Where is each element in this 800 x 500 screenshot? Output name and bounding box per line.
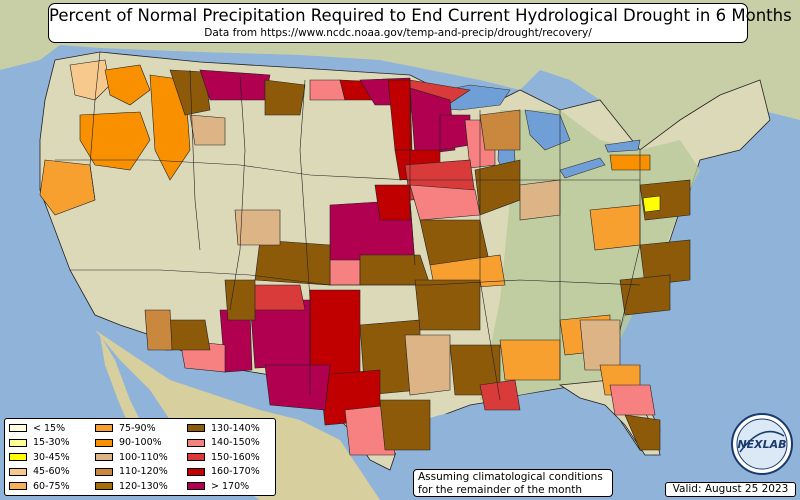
region-mo-north (409, 184, 481, 221)
legend-swatch (187, 438, 205, 447)
legend-item: 130-140% (187, 422, 260, 434)
region-pa-south (609, 154, 651, 171)
legend-label: 110-120% (119, 466, 168, 477)
legend-item: 15-30% (9, 437, 70, 449)
legend-swatch (95, 424, 113, 432)
legend-swatch (187, 482, 205, 490)
legend-swatch (95, 467, 113, 476)
legend-swatch (9, 453, 27, 461)
region-ms-al (499, 339, 561, 381)
region-wy (189, 114, 226, 146)
legend-label: 140-150% (211, 437, 260, 448)
legend-swatch (95, 438, 113, 447)
legend-item: 60-75% (9, 480, 70, 492)
lake-erie (559, 157, 606, 179)
legend-swatch (9, 438, 27, 447)
region-nc (639, 239, 691, 286)
svg-text:NEXLAB: NEXLAB (737, 438, 786, 451)
legend-label: < 15% (33, 422, 66, 434)
legend-label: 75-90% (119, 422, 156, 434)
legend-item: 110-120% (95, 466, 168, 478)
legend-label: 130-140% (211, 422, 260, 434)
title-box: Percent of Normal Precipitation Required… (48, 3, 792, 43)
page-subtitle: Data from https://www.ncdc.noaa.gov/temp… (204, 27, 592, 39)
legend-swatch (187, 424, 205, 432)
region-ks-west (329, 259, 361, 286)
lake-huron (524, 109, 571, 151)
region-ne-center (374, 184, 411, 221)
nexlab-logo: NEXLAB (731, 413, 793, 475)
legend-swatch (187, 453, 205, 461)
logo-lab: LAB (763, 438, 787, 451)
region-mt-north (199, 69, 271, 101)
legend-label: 120-130% (119, 480, 168, 492)
assumption-note: Assuming climatological conditions for t… (413, 469, 613, 497)
boundary-lines (55, 51, 641, 401)
legend-label: 160-170% (211, 466, 260, 477)
region-fl-center (609, 384, 656, 416)
legend-label: 150-160% (211, 451, 260, 463)
legend-label: 100-110% (119, 451, 168, 463)
region-fl-south (624, 414, 661, 451)
region-co (254, 239, 331, 286)
lake-ontario (604, 139, 641, 153)
legend-swatch (95, 482, 113, 490)
legend-swatch (9, 467, 27, 476)
valid-date: Valid: August 25 2023 (672, 483, 789, 495)
region-wa-east (104, 64, 151, 106)
east-green (480, 110, 700, 400)
region-mt-east (264, 79, 306, 116)
legend-swatch (95, 453, 113, 461)
legend-item: 150-160% (187, 451, 260, 463)
note-line-1: Assuming climatological conditions (418, 471, 603, 483)
legend-item: < 15% (9, 422, 65, 434)
region-mi-low (479, 109, 521, 151)
region-ar (404, 334, 451, 396)
legend-label: 30-45% (33, 451, 70, 463)
legend-label: 15-30% (33, 437, 70, 448)
legend-label: > 170% (211, 480, 250, 492)
region-ca-north (39, 159, 96, 216)
note-line-2: for the remainder of the month (418, 484, 583, 496)
region-la-south (479, 379, 521, 411)
region-tx-coast (379, 399, 431, 451)
legend-item: > 170% (187, 480, 249, 492)
legend-item: 75-90% (95, 422, 156, 434)
logo-nex: NEX (737, 438, 763, 451)
legend-swatch (9, 482, 27, 490)
mexico-land (95, 330, 380, 500)
legend-item: 120-130% (95, 480, 168, 492)
region-in (519, 179, 561, 221)
region-ut (234, 209, 281, 246)
region-tx-west (264, 364, 331, 411)
legend-item: 30-45% (9, 451, 70, 463)
legend-label: 60-75% (33, 480, 70, 492)
region-sc (619, 274, 671, 316)
region-az-west (144, 309, 173, 351)
legend-item: 45-60% (9, 466, 70, 478)
legend-item: 100-110% (95, 451, 168, 463)
legend-item: 160-170% (187, 466, 260, 478)
legend-label: 45-60% (33, 466, 70, 477)
legend-swatch (9, 424, 27, 432)
drought-regions (39, 59, 691, 456)
valid-date-box: Valid: August 25 2023 (665, 482, 796, 497)
legend-label: 90-100% (119, 437, 162, 448)
region-ga-east (579, 319, 621, 371)
region-mt-west (169, 69, 211, 116)
region-ok (414, 279, 481, 331)
region-or (79, 111, 151, 171)
region-dc-md (642, 195, 661, 213)
region-ut-south (224, 279, 256, 321)
region-nd (309, 79, 346, 101)
gulf-of-mexico (390, 395, 620, 480)
page-title: Percent of Normal Precipitation Required… (49, 6, 792, 25)
legend-item: 90-100% (95, 437, 162, 449)
legend: < 15% 15-30% 30-45% 45-60% 60-75% 75-90% 90-10… (4, 418, 276, 496)
legend-item: 140-150% (187, 437, 260, 449)
legend-swatch (187, 467, 205, 476)
region-ky (589, 204, 641, 251)
